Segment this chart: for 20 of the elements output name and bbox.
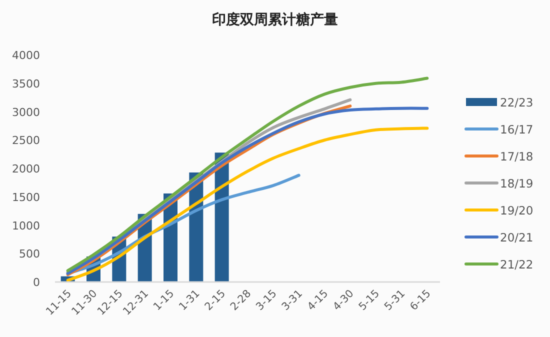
line-series xyxy=(66,126,429,282)
legend-label: 20/21 xyxy=(500,230,534,244)
legend-label: 18/19 xyxy=(500,176,534,190)
y-tick-label: 0 xyxy=(33,276,40,289)
legend-label: 17/18 xyxy=(500,150,534,164)
line-series xyxy=(66,106,429,275)
y-tick-label: 4000 xyxy=(12,49,40,62)
line-series xyxy=(66,76,429,272)
y-tick-label: 3500 xyxy=(12,77,40,90)
y-tick-label: 3000 xyxy=(12,106,40,119)
legend-label: 19/20 xyxy=(500,204,534,218)
y-tick-label: 1500 xyxy=(12,190,40,204)
y-tick-label: 1000 xyxy=(12,219,40,232)
legend-label: 21/22 xyxy=(500,258,534,272)
y-tick-label: 2500 xyxy=(12,134,40,148)
legend-label: 22/23 xyxy=(500,96,534,110)
y-tick-label: 500 xyxy=(19,248,40,261)
chart-title: 印度双周累计糖产量 xyxy=(212,11,338,28)
legend-label: 16/17 xyxy=(500,122,534,136)
y-tick-label: 2000 xyxy=(12,162,40,176)
